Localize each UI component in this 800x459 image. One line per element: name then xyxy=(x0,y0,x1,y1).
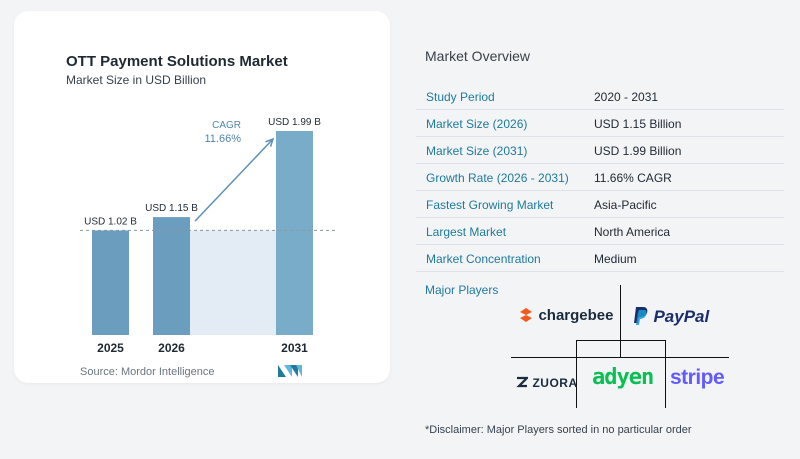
overview-row-study-period: Study Period 2020 - 2031 xyxy=(416,84,784,110)
zuora-logo: ZUORA xyxy=(516,374,578,392)
overview-label: Study Period xyxy=(426,90,495,104)
chart-title: OTT Payment Solutions Market xyxy=(66,53,288,70)
overview-value: Medium xyxy=(594,252,637,266)
adyen-logo: adyen xyxy=(592,365,654,390)
overview-value: USD 1.99 Billion xyxy=(594,144,682,158)
players-divider xyxy=(576,340,666,341)
overview-label: Growth Rate (2026 - 2031) xyxy=(426,171,569,185)
overview-label: Market Size (2031) xyxy=(426,144,528,158)
bar-2026 xyxy=(153,217,190,335)
x-tick-label: 2031 xyxy=(281,341,308,355)
overview-row-growth-rate: Growth Rate (2026 - 2031) 11.66% CAGR xyxy=(416,165,784,191)
zuora-wordmark: ZUORA xyxy=(532,376,578,390)
stripe-logo: stripe xyxy=(670,366,725,390)
data-label: USD 1.15 B xyxy=(145,203,198,214)
players-divider xyxy=(665,340,666,408)
growth-band xyxy=(190,230,276,335)
overview-row-largest-market: Largest Market North America xyxy=(416,219,784,245)
overview-title: Market Overview xyxy=(425,48,531,64)
overview-value: North America xyxy=(594,225,671,239)
overview-label: Market Concentration xyxy=(426,252,541,266)
data-label: USD 1.99 B xyxy=(268,117,321,128)
source-label: Source: Mordor Intelligence xyxy=(80,366,215,378)
overview-row-market-size-2026: Market Size (2026) USD 1.15 Billion xyxy=(416,111,784,137)
overview-row-concentration: Market Concentration Medium xyxy=(416,246,784,272)
x-tick-label: 2025 xyxy=(97,341,124,355)
overview-value: USD 1.15 Billion xyxy=(594,117,682,131)
x-tick-label: 2026 xyxy=(158,341,185,355)
cagr-arrowhead xyxy=(265,137,275,147)
cagr-arrow xyxy=(194,138,274,222)
overview-value: 11.66% CAGR xyxy=(594,171,672,185)
mordor-intelligence-logo xyxy=(278,365,302,377)
disclaimer: *Disclaimer: Major Players sorted in no … xyxy=(425,424,692,436)
players-divider xyxy=(576,340,577,408)
overview-row-market-size-2031: Market Size (2031) USD 1.99 Billion xyxy=(416,138,784,164)
overview-label: Fastest Growing Market xyxy=(426,198,554,212)
players-divider xyxy=(511,357,729,358)
chargebee-logo: chargebee xyxy=(518,307,614,325)
chargebee-wordmark: chargebee xyxy=(538,307,614,324)
bar-2025 xyxy=(92,230,129,335)
overview-value: Asia-Pacific xyxy=(594,198,657,212)
players-divider xyxy=(620,285,621,357)
chargebee-icon xyxy=(520,308,532,322)
adyen-wordmark: adyen xyxy=(592,365,654,390)
paypal-wordmark: PayPal xyxy=(653,307,710,326)
bar-2031 xyxy=(276,131,313,335)
paypal-logo: PayPal xyxy=(633,306,709,327)
major-players-title: Major Players xyxy=(425,283,499,297)
data-label: USD 1.02 B xyxy=(84,216,137,227)
paypal-icon xyxy=(634,307,648,325)
cagr-label: CAGR xyxy=(212,120,241,131)
zuora-icon xyxy=(516,376,530,388)
overview-row-fastest-growing: Fastest Growing Market Asia-Pacific xyxy=(416,192,784,218)
overview-value: 2020 - 2031 xyxy=(594,90,659,104)
overview-label: Largest Market xyxy=(426,225,507,239)
overview-label: Market Size (2026) xyxy=(426,117,528,131)
chart-subtitle: Market Size in USD Billion xyxy=(66,73,207,87)
cagr-value: 11.66% xyxy=(205,133,242,145)
stripe-wordmark: stripe xyxy=(670,366,725,389)
